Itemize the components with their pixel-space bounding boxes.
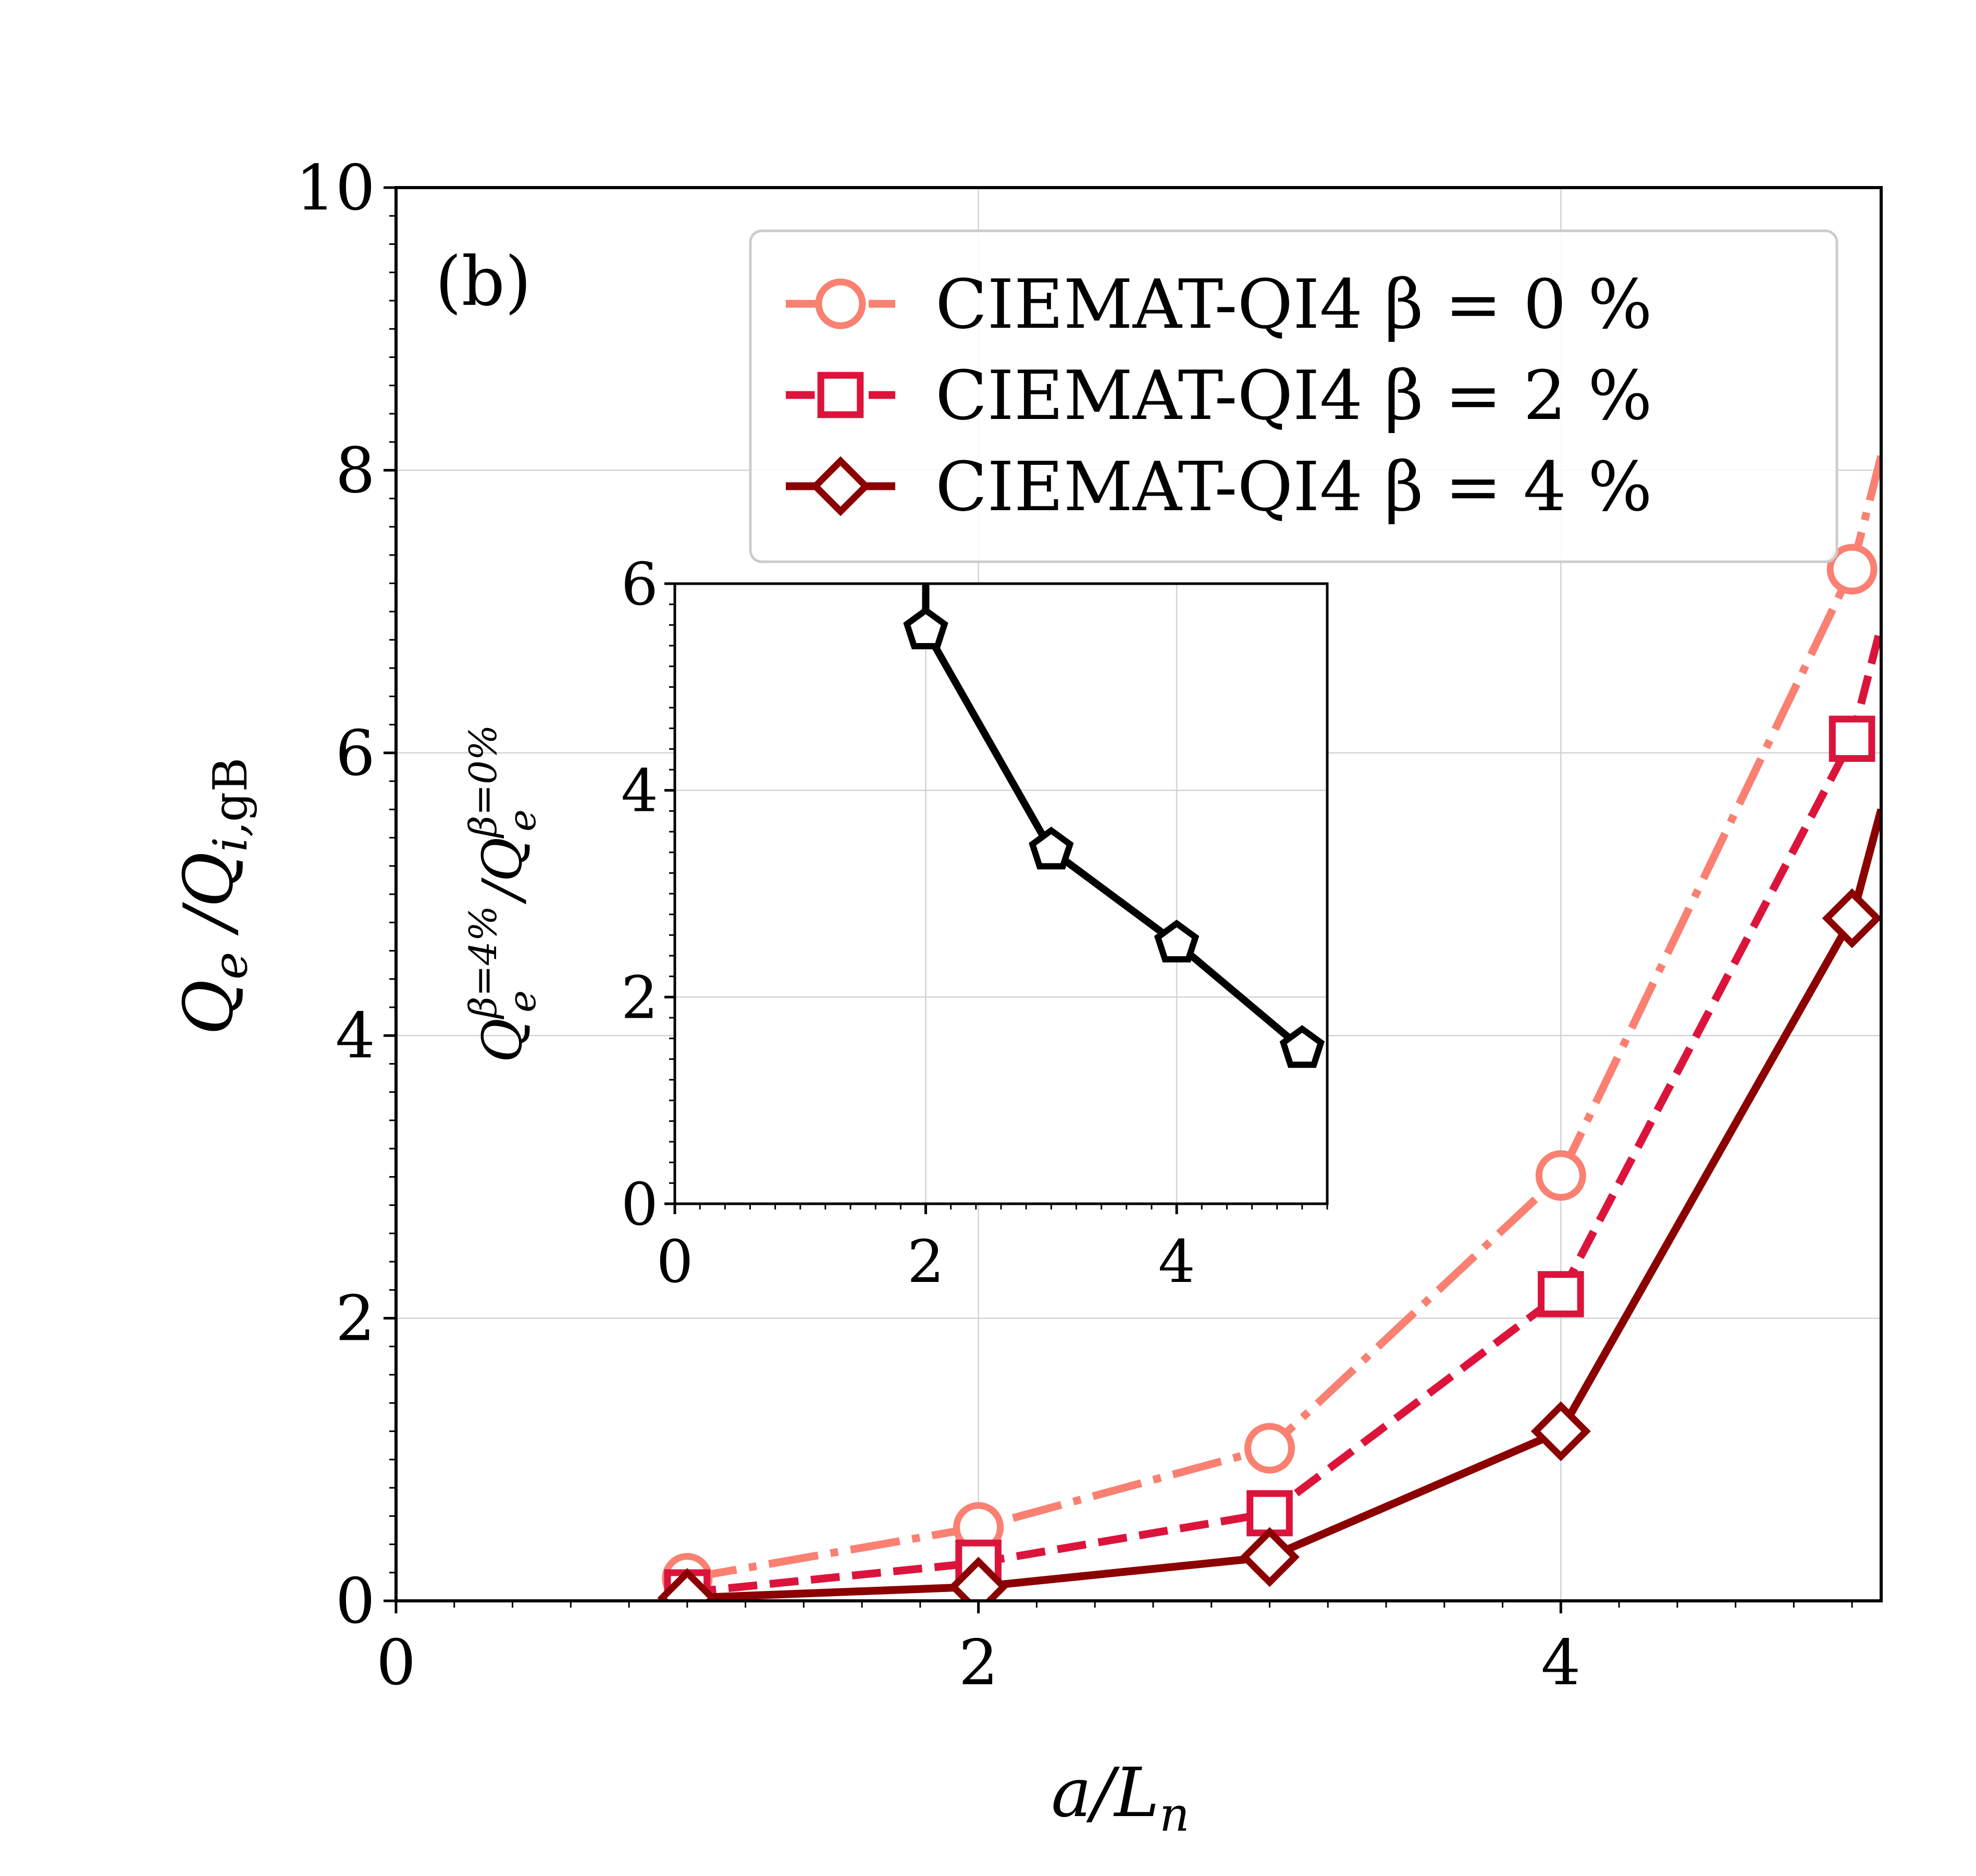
- legend: CIEMAT-QI4 β = 0 % CIEMAT-QI4 β = 2 % CIEM…: [749, 229, 1838, 563]
- inset-series-pentagon: [903, 584, 1325, 1068]
- data-point-diamond: [1239, 1527, 1300, 1587]
- main-series: [657, 455, 1881, 1601]
- legend-label: CIEMAT-QI4 β = 0 %: [935, 265, 1652, 344]
- inset-plot-area: [675, 584, 1327, 1204]
- data-point-circle: [1826, 544, 1878, 595]
- series-diamond: [657, 808, 1881, 1601]
- x-tick-label: 4: [1541, 1627, 1580, 1699]
- y-tick-label: 0: [621, 1171, 658, 1239]
- panel-label: (b): [435, 242, 532, 321]
- y-tick-label: 2: [336, 1283, 375, 1355]
- y-tick-label: 8: [336, 435, 375, 507]
- legend-entries: CIEMAT-QI4 β = 0 % CIEMAT-QI4 β = 2 % CIEM…: [786, 265, 1652, 526]
- legend-label: CIEMAT-QI4 β = 2 %: [935, 356, 1652, 435]
- x-tick-label: 0: [376, 1627, 416, 1699]
- inset-grid: [675, 584, 1327, 1204]
- inset-major-ticks: [664, 582, 1178, 1214]
- legend-marker-diamond: [810, 456, 871, 516]
- inset-frame: [673, 582, 1329, 1205]
- main-frame: [394, 186, 1883, 1602]
- inset-point-pentagon: [903, 606, 948, 649]
- x-tick-label: 2: [907, 1228, 944, 1296]
- main-tick-labels: 0 2 4 0 2 4 6 8 10: [295, 152, 1580, 1699]
- data-point-diamond: [1822, 888, 1881, 948]
- data-point-square: [1537, 1271, 1584, 1317]
- inset-point-pentagon: [1029, 826, 1074, 870]
- series-circle: [662, 455, 1881, 1601]
- y-tick-label: 0: [336, 1565, 375, 1638]
- y-tick-label: 2: [621, 964, 658, 1032]
- y-tick-label: 6: [621, 551, 658, 619]
- x-tick-label: 4: [1158, 1228, 1195, 1296]
- inset-tick-labels: 0 2 4 0 2 4 6: [621, 551, 1195, 1296]
- legend-frame: [749, 229, 1838, 563]
- legend-marker-circle: [815, 278, 866, 329]
- inset-point-pentagon: [1154, 919, 1200, 962]
- data-point-square: [1246, 1490, 1293, 1537]
- legend-label: CIEMAT-QI4 β = 4 %: [935, 447, 1652, 526]
- data-point-square: [1829, 715, 1875, 762]
- data-point-circle: [1535, 1150, 1586, 1201]
- x-tick-label: 2: [958, 1627, 998, 1699]
- x-tick-label: 0: [656, 1228, 693, 1296]
- main-major-ticks: [384, 186, 1562, 1613]
- y-tick-label: 6: [336, 718, 375, 790]
- y-tick-label: 4: [621, 758, 658, 825]
- y-tick-label: 10: [295, 152, 375, 225]
- data-point-diamond: [948, 1557, 1009, 1601]
- inset-series: [903, 584, 1325, 1068]
- data-point-diamond: [1530, 1401, 1591, 1462]
- data-point-diamond: [657, 1568, 718, 1601]
- inset-point-pentagon: [1279, 1025, 1325, 1068]
- y-tick-label: 4: [336, 1000, 375, 1072]
- data-point-circle: [1244, 1423, 1295, 1474]
- legend-marker-square: [817, 372, 864, 418]
